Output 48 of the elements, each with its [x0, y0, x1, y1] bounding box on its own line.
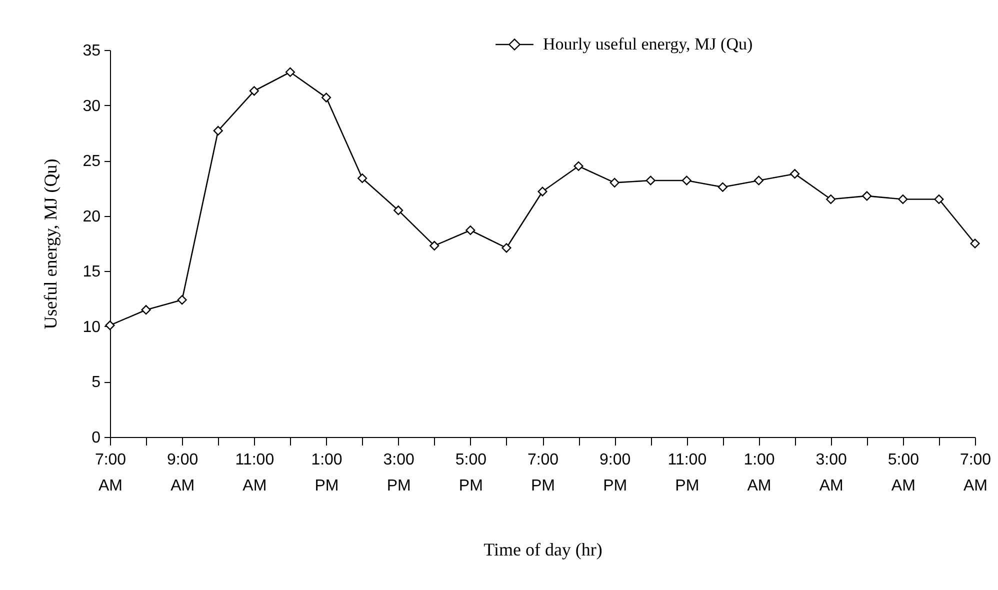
point: [430, 240, 440, 250]
point: [141, 305, 151, 315]
point: [790, 169, 800, 179]
point: [610, 178, 620, 188]
y-axis-title: Useful energy, MJ (Qu): [40, 158, 61, 330]
x-tick-label: 11:00 AM: [235, 452, 274, 494]
point: [898, 194, 908, 204]
point: [718, 182, 728, 192]
y-tick-label: 5: [92, 374, 101, 392]
x-tick-label: 9:00 AM: [167, 452, 198, 494]
x-tick-label: 5:00 PM: [455, 452, 487, 494]
point: [574, 161, 584, 171]
point: [934, 194, 944, 204]
x-tick-label: 7:00 AM: [94, 452, 126, 494]
point: [466, 225, 476, 236]
point: [285, 67, 295, 77]
point: [394, 206, 404, 216]
point: [538, 186, 548, 196]
point: [682, 176, 692, 186]
point: [970, 238, 980, 248]
y-tick-label: 25: [82, 153, 101, 170]
point: [826, 194, 836, 204]
point: [177, 295, 187, 305]
x-axis-title: Time of day (hr): [484, 540, 602, 560]
y-tick-label: 20: [82, 208, 101, 226]
y-tick-label: 0: [92, 430, 101, 446]
point: [754, 176, 764, 186]
y-tick-label: 30: [82, 98, 101, 115]
x-tick-label: 1:00 PM: [311, 452, 342, 494]
x-tick-label: 9:00 PM: [600, 452, 631, 494]
y-tick-label: 10: [82, 318, 101, 336]
x-tick-label: 7:00 AM: [960, 452, 992, 494]
y-tick-label: 15: [82, 264, 101, 281]
x-tick-label: 5:00 AM: [888, 452, 920, 494]
point: [862, 191, 872, 201]
point: [646, 176, 656, 186]
legend-label: Hourly useful energy, MJ (Qu): [543, 34, 753, 54]
x-tick-label: 3:00 AM: [816, 452, 848, 494]
x-tick-label: 3:00 PM: [383, 452, 415, 494]
point: [502, 243, 512, 253]
point: [249, 86, 259, 96]
point: [321, 92, 332, 102]
y-tick-label: 35: [82, 42, 101, 60]
point: [213, 126, 223, 136]
x-tick-label: 1:00 AM: [744, 452, 775, 494]
point: [358, 173, 368, 184]
x-tick-label: 11:00 PM: [668, 452, 707, 494]
x-tick-label: 7:00 PM: [527, 452, 559, 494]
